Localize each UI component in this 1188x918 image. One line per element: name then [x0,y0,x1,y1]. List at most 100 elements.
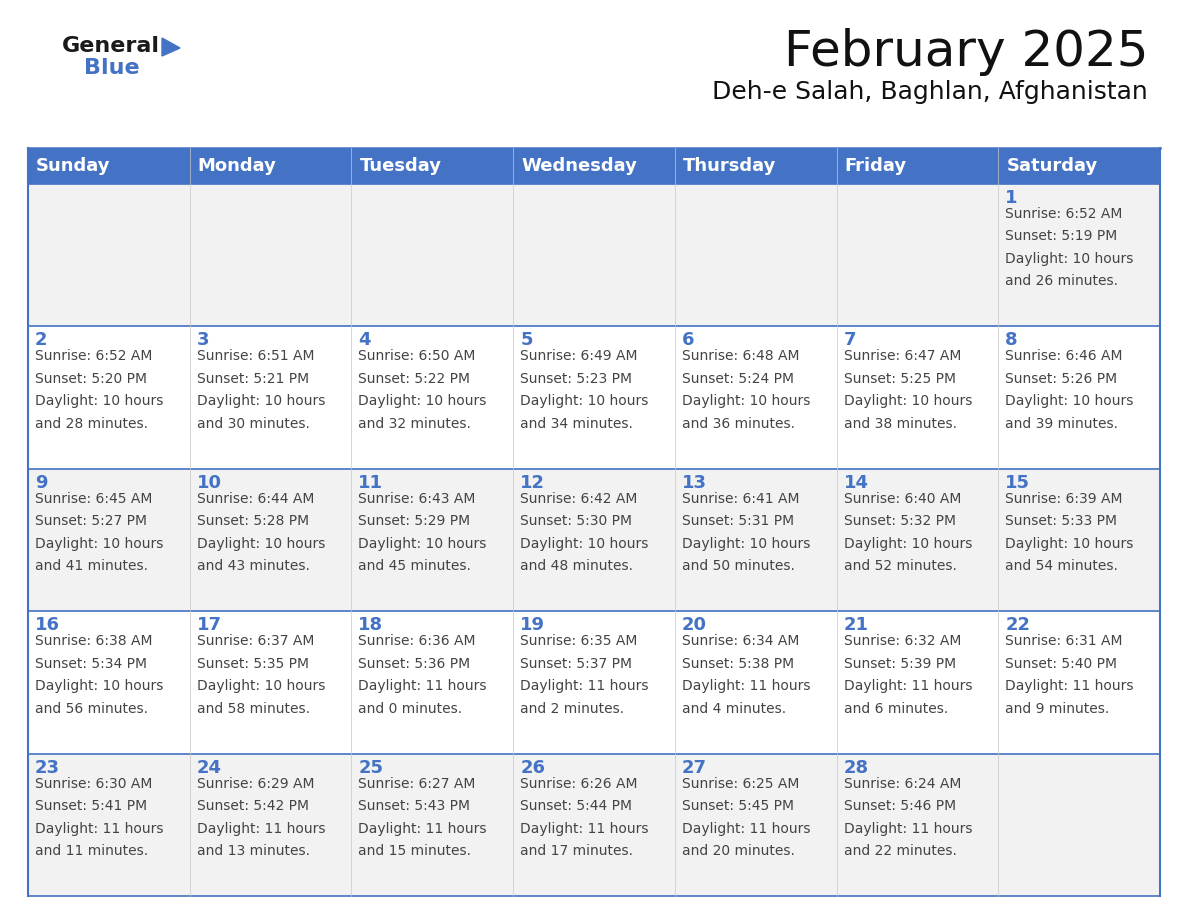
Text: Daylight: 11 hours: Daylight: 11 hours [843,822,972,835]
Bar [513,184,675,327]
Text: 15: 15 [1005,474,1030,492]
Text: 14: 14 [843,474,868,492]
Bar [352,754,513,896]
Text: Sunset: 5:46 PM: Sunset: 5:46 PM [843,799,955,813]
Text: and 2 minutes.: and 2 minutes. [520,701,624,716]
Bar [352,611,513,754]
Text: 19: 19 [520,616,545,634]
Text: Sunset: 5:43 PM: Sunset: 5:43 PM [359,799,470,813]
Text: Daylight: 10 hours: Daylight: 10 hours [197,395,326,409]
Text: Sunrise: 6:26 AM: Sunrise: 6:26 AM [520,777,638,790]
Text: Sunrise: 6:48 AM: Sunrise: 6:48 AM [682,350,800,364]
Bar [513,148,675,184]
Text: 4: 4 [359,331,371,350]
Text: February 2025: February 2025 [784,28,1148,76]
Text: Sunrise: 6:30 AM: Sunrise: 6:30 AM [34,777,152,790]
Bar [190,148,352,184]
Text: 2: 2 [34,331,48,350]
Text: Sunset: 5:32 PM: Sunset: 5:32 PM [843,514,955,528]
Text: Sunset: 5:45 PM: Sunset: 5:45 PM [682,799,794,813]
Text: Sunrise: 6:46 AM: Sunrise: 6:46 AM [1005,350,1123,364]
Text: Daylight: 11 hours: Daylight: 11 hours [34,822,164,835]
Bar [29,148,190,184]
Text: and 54 minutes.: and 54 minutes. [1005,559,1118,574]
Text: Sunrise: 6:43 AM: Sunrise: 6:43 AM [359,492,476,506]
Text: Deh-e Salah, Baghlan, Afghanistan: Deh-e Salah, Baghlan, Afghanistan [713,80,1148,104]
Text: 6: 6 [682,331,694,350]
Text: Daylight: 10 hours: Daylight: 10 hours [34,395,164,409]
Text: and 34 minutes.: and 34 minutes. [520,417,633,431]
Text: and 50 minutes.: and 50 minutes. [682,559,795,574]
Text: Sunset: 5:36 PM: Sunset: 5:36 PM [359,656,470,671]
Text: Sunrise: 6:39 AM: Sunrise: 6:39 AM [1005,492,1123,506]
Text: 9: 9 [34,474,48,492]
Polygon shape [162,38,181,56]
Text: Sunset: 5:26 PM: Sunset: 5:26 PM [1005,372,1118,386]
Text: Sunrise: 6:45 AM: Sunrise: 6:45 AM [34,492,152,506]
Text: Daylight: 10 hours: Daylight: 10 hours [843,537,972,551]
Text: Daylight: 11 hours: Daylight: 11 hours [520,679,649,693]
Text: 27: 27 [682,758,707,777]
Bar [352,469,513,611]
Text: Sunrise: 6:37 AM: Sunrise: 6:37 AM [197,634,314,648]
Text: Sunrise: 6:27 AM: Sunrise: 6:27 AM [359,777,476,790]
Text: and 41 minutes.: and 41 minutes. [34,559,148,574]
Text: Sunset: 5:34 PM: Sunset: 5:34 PM [34,656,147,671]
Text: Daylight: 10 hours: Daylight: 10 hours [359,395,487,409]
Text: and 56 minutes.: and 56 minutes. [34,701,148,716]
Text: and 52 minutes.: and 52 minutes. [843,559,956,574]
Bar [836,327,998,469]
Text: Sunset: 5:38 PM: Sunset: 5:38 PM [682,656,794,671]
Text: Daylight: 10 hours: Daylight: 10 hours [34,537,164,551]
Bar [513,327,675,469]
Text: Sunset: 5:25 PM: Sunset: 5:25 PM [843,372,955,386]
Text: Sunrise: 6:36 AM: Sunrise: 6:36 AM [359,634,476,648]
Text: Sunset: 5:20 PM: Sunset: 5:20 PM [34,372,147,386]
Text: Sunrise: 6:41 AM: Sunrise: 6:41 AM [682,492,800,506]
Text: Sunrise: 6:29 AM: Sunrise: 6:29 AM [197,777,314,790]
Text: Blue: Blue [84,58,140,78]
Bar [998,469,1159,611]
Bar [513,611,675,754]
Text: Sunrise: 6:25 AM: Sunrise: 6:25 AM [682,777,800,790]
Text: 3: 3 [197,331,209,350]
Text: Sunrise: 6:40 AM: Sunrise: 6:40 AM [843,492,961,506]
Bar [998,148,1159,184]
Text: 18: 18 [359,616,384,634]
Text: Daylight: 10 hours: Daylight: 10 hours [1005,537,1133,551]
Text: General: General [62,36,160,56]
Text: 11: 11 [359,474,384,492]
Text: Sunrise: 6:52 AM: Sunrise: 6:52 AM [1005,207,1123,221]
Text: 1: 1 [1005,189,1018,207]
Text: Sunset: 5:39 PM: Sunset: 5:39 PM [843,656,955,671]
Bar [190,184,352,327]
Bar [675,148,836,184]
Text: Sunrise: 6:35 AM: Sunrise: 6:35 AM [520,634,638,648]
Text: Sunset: 5:29 PM: Sunset: 5:29 PM [359,514,470,528]
Text: Sunrise: 6:52 AM: Sunrise: 6:52 AM [34,350,152,364]
Text: Sunset: 5:23 PM: Sunset: 5:23 PM [520,372,632,386]
Text: Thursday: Thursday [683,157,776,175]
Text: Saturday: Saturday [1006,157,1098,175]
Text: and 45 minutes.: and 45 minutes. [359,559,472,574]
Text: Wednesday: Wednesday [522,157,637,175]
Bar [998,184,1159,327]
Text: and 28 minutes.: and 28 minutes. [34,417,148,431]
Text: Sunrise: 6:32 AM: Sunrise: 6:32 AM [843,634,961,648]
Bar [998,611,1159,754]
Text: Tuesday: Tuesday [360,157,442,175]
Bar [29,327,190,469]
Text: Daylight: 11 hours: Daylight: 11 hours [359,679,487,693]
Bar [513,754,675,896]
Text: 22: 22 [1005,616,1030,634]
Text: 5: 5 [520,331,532,350]
Text: Monday: Monday [197,157,277,175]
Text: and 4 minutes.: and 4 minutes. [682,701,786,716]
Text: Daylight: 10 hours: Daylight: 10 hours [1005,252,1133,266]
Text: 10: 10 [197,474,222,492]
Text: and 38 minutes.: and 38 minutes. [843,417,956,431]
Text: Sunset: 5:33 PM: Sunset: 5:33 PM [1005,514,1117,528]
Bar [998,327,1159,469]
Bar [836,469,998,611]
Text: Sunrise: 6:31 AM: Sunrise: 6:31 AM [1005,634,1123,648]
